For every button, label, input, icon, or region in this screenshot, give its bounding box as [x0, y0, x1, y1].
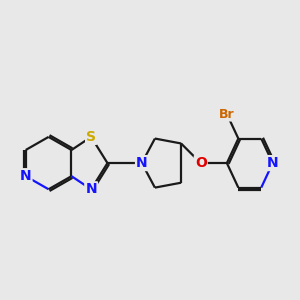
Text: O: O [195, 156, 207, 170]
Text: N: N [85, 182, 97, 196]
Text: N: N [267, 156, 278, 170]
Text: S: S [86, 130, 96, 144]
Text: Br: Br [219, 107, 235, 121]
Text: N: N [20, 169, 32, 183]
Text: N: N [136, 156, 148, 170]
